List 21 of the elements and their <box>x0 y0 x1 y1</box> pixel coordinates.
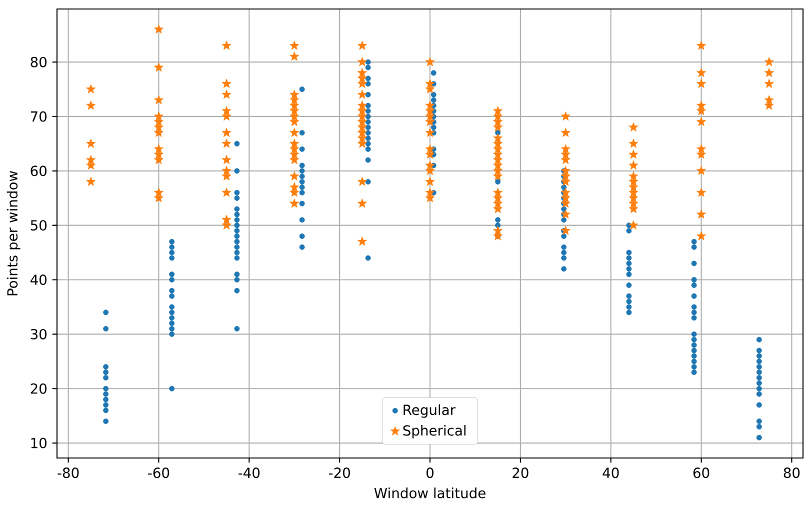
y-tick-label: 20 <box>30 383 47 394</box>
y-axis-title: Points per window <box>6 171 20 296</box>
y-tick-label: 40 <box>30 274 47 285</box>
x-tick-label: -20 <box>328 468 350 478</box>
x-tick-label: -80 <box>58 468 79 478</box>
x-tick-label: 0 <box>426 468 434 478</box>
x-tick-label: -40 <box>238 468 260 478</box>
x-tick-label: 80 <box>784 468 800 478</box>
x-axis-title: Window latitude <box>374 488 486 498</box>
legend-label: Spherical <box>403 424 466 438</box>
y-tick-label: 70 <box>30 111 47 122</box>
x-tick-label: 60 <box>693 468 710 478</box>
y-tick-label: 10 <box>31 438 47 448</box>
x-tick-label: 20 <box>512 468 528 478</box>
y-tick-label: 80 <box>30 56 47 68</box>
x-tick-label: -60 <box>148 468 170 478</box>
y-tick-label: 50 <box>30 220 47 231</box>
y-tick-label: 30 <box>30 328 47 340</box>
y-tick-label: 60 <box>30 166 47 176</box>
x-tick-label: 40 <box>602 468 619 478</box>
legend-label: Regular <box>404 404 456 418</box>
